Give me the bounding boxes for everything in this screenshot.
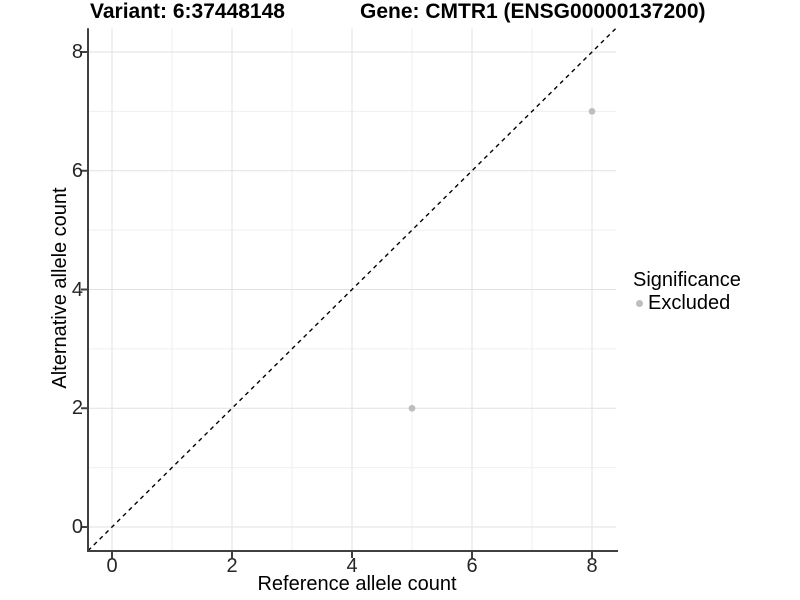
plot-title-variant: Variant: 6:37448148	[90, 0, 285, 23]
legend-point-swatch	[636, 299, 643, 307]
legend-items: Excluded	[633, 292, 741, 314]
data-point-8-7	[588, 107, 596, 115]
y-tick-label-6: 6	[71, 159, 83, 182]
x-tick-label-8: 8	[586, 555, 598, 577]
data-point-5-2	[408, 404, 416, 412]
y-tick-label-0: 0	[71, 516, 83, 538]
x-tick-label-2: 2	[226, 555, 238, 577]
legend-item-label: Excluded	[648, 292, 731, 314]
legend-item-excluded: Excluded	[636, 292, 741, 314]
plot-title-gene: Gene: CMTR1 (ENSG00000137200)	[360, 0, 706, 23]
x-tick-label-6: 6	[466, 555, 478, 577]
x-axis-title: Reference allele count	[257, 573, 457, 595]
y-tick-label-2: 2	[71, 397, 83, 420]
identity-dashed-line	[87, 27, 617, 552]
x-tick-label-4: 4	[346, 555, 358, 577]
x-tick-label-0: 0	[106, 555, 118, 577]
y-tick-label-4: 4	[71, 278, 83, 301]
legend: Significance Excluded	[633, 269, 741, 314]
legend-title: Significance	[633, 269, 741, 291]
y-tick-label-8: 8	[71, 41, 83, 63]
